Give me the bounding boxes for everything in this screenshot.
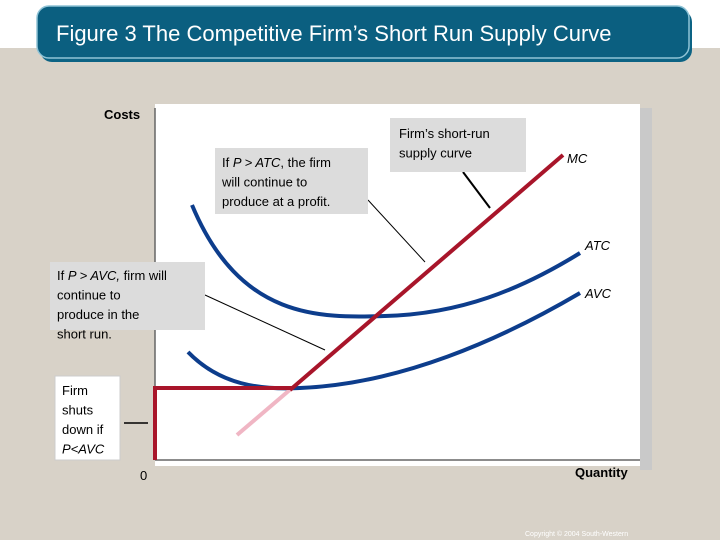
- note-box: [54, 375, 121, 461]
- note-text: P > AVC,: [68, 268, 120, 283]
- note-line: shuts: [62, 403, 94, 418]
- note-text: Firm’s short-run: [399, 126, 490, 141]
- note-text: continue to: [57, 288, 121, 303]
- avc-curve: [186, 291, 582, 391]
- note-line: If P > AVC, firm will: [57, 268, 167, 283]
- note-line: Firm’s short-run: [399, 126, 490, 141]
- note-text: shuts: [62, 403, 94, 418]
- copyright: Copyright © 2004 South-Western: [525, 530, 628, 538]
- mc-curve: [288, 153, 565, 392]
- title: Figure 3 The Competitive Firm’s Short Ru…: [56, 21, 612, 46]
- title-bar: [36, 5, 690, 59]
- note-text: P<AVC: [62, 442, 105, 457]
- note-line: produce in the: [57, 307, 139, 322]
- note-text: supply curve: [399, 146, 472, 161]
- atc-curve: [190, 204, 582, 319]
- note-text: , the firm: [280, 155, 331, 170]
- origin-label: 0: [140, 468, 147, 483]
- note-line: continue to: [57, 288, 121, 303]
- y-axis-label: Costs: [104, 107, 140, 122]
- note-text: If: [57, 268, 68, 283]
- curve-label: AVC: [584, 286, 612, 301]
- leader: [462, 171, 491, 209]
- supply-shutdown: [153, 386, 292, 460]
- note-text: If: [222, 155, 233, 170]
- note-text: produce in the: [57, 307, 139, 322]
- note-line: P<AVC: [62, 442, 105, 457]
- leader: [204, 294, 326, 351]
- note-text: will continue to: [221, 175, 307, 190]
- note-line: short run.: [57, 327, 112, 342]
- panel-shadow: [640, 108, 652, 470]
- note-line: Firm: [62, 383, 88, 398]
- note-text: firm will: [120, 268, 167, 283]
- note-line: If P > ATC, the firm: [222, 155, 331, 170]
- curve-label: ATC: [584, 238, 611, 253]
- note-text: Firm: [62, 383, 88, 398]
- note-box: [215, 148, 368, 214]
- x-axis-label: Quantity: [575, 465, 628, 480]
- note-box: [390, 118, 526, 172]
- note-text: down if: [62, 422, 104, 437]
- note-text: short run.: [57, 327, 112, 342]
- note-line: will continue to: [221, 175, 307, 190]
- note-line: supply curve: [399, 146, 472, 161]
- note-line: produce at a profit.: [222, 194, 330, 209]
- note-line: down if: [62, 422, 104, 437]
- note-text: P > ATC: [233, 155, 281, 170]
- mc-lower: [235, 386, 294, 437]
- note-text: produce at a profit.: [222, 194, 330, 209]
- note-box: [50, 262, 205, 330]
- curve-label: MC: [567, 151, 588, 166]
- leader: [367, 199, 426, 263]
